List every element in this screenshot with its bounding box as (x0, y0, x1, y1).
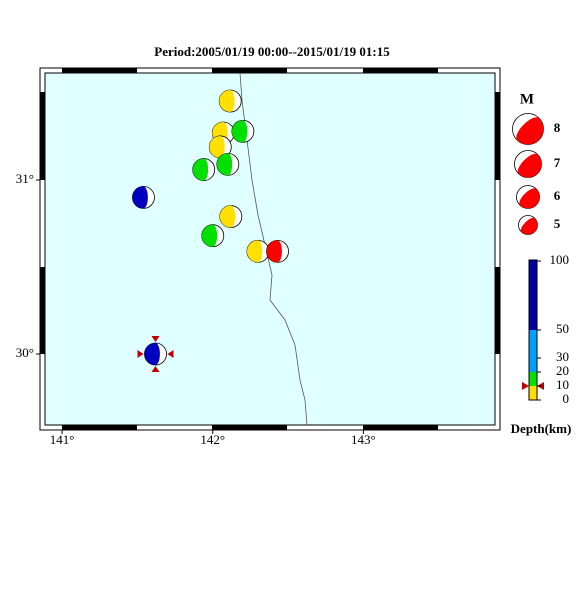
event-beachball (208, 135, 232, 159)
event-beachball (132, 186, 155, 209)
legend-beachball (516, 185, 540, 209)
legend-label: 7 (554, 155, 561, 170)
event-beachball (201, 224, 225, 248)
legend-beachball (514, 150, 542, 178)
x-tick-label: 141° (50, 432, 75, 447)
event-beachball (216, 152, 240, 176)
x-tick-label: 142° (200, 432, 225, 447)
depth-tick-label: 10 (556, 377, 569, 392)
event-beachball (218, 89, 242, 113)
event-beachball (246, 239, 270, 263)
legend-label: 8 (554, 120, 561, 135)
event-beachball (266, 239, 289, 263)
legend-label: 6 (554, 188, 561, 203)
legend-beachball (518, 215, 538, 235)
legend-title: M (520, 91, 534, 107)
event-beachball (144, 342, 167, 366)
y-tick-label: 30° (16, 345, 34, 360)
depth-tick-label: 50 (556, 321, 569, 336)
depth-tick-label: 100 (550, 252, 570, 267)
title: Period:2005/01/19 00:00--2015/01/19 01:1… (154, 44, 390, 59)
event-beachball (219, 205, 243, 228)
legend-beachball (512, 113, 544, 145)
y-tick-label: 31° (16, 171, 34, 186)
frame-bars (40, 68, 500, 430)
depth-tick-label: 0 (563, 391, 570, 406)
depth-tick-label: 30 (556, 349, 569, 364)
depth-label: Depth(km) (511, 421, 572, 436)
x-tick-label: 143° (351, 432, 376, 447)
event-beachball (231, 119, 255, 143)
event-beachball (192, 158, 216, 181)
legend-label: 5 (554, 216, 561, 231)
depth-tick-label: 20 (556, 363, 569, 378)
